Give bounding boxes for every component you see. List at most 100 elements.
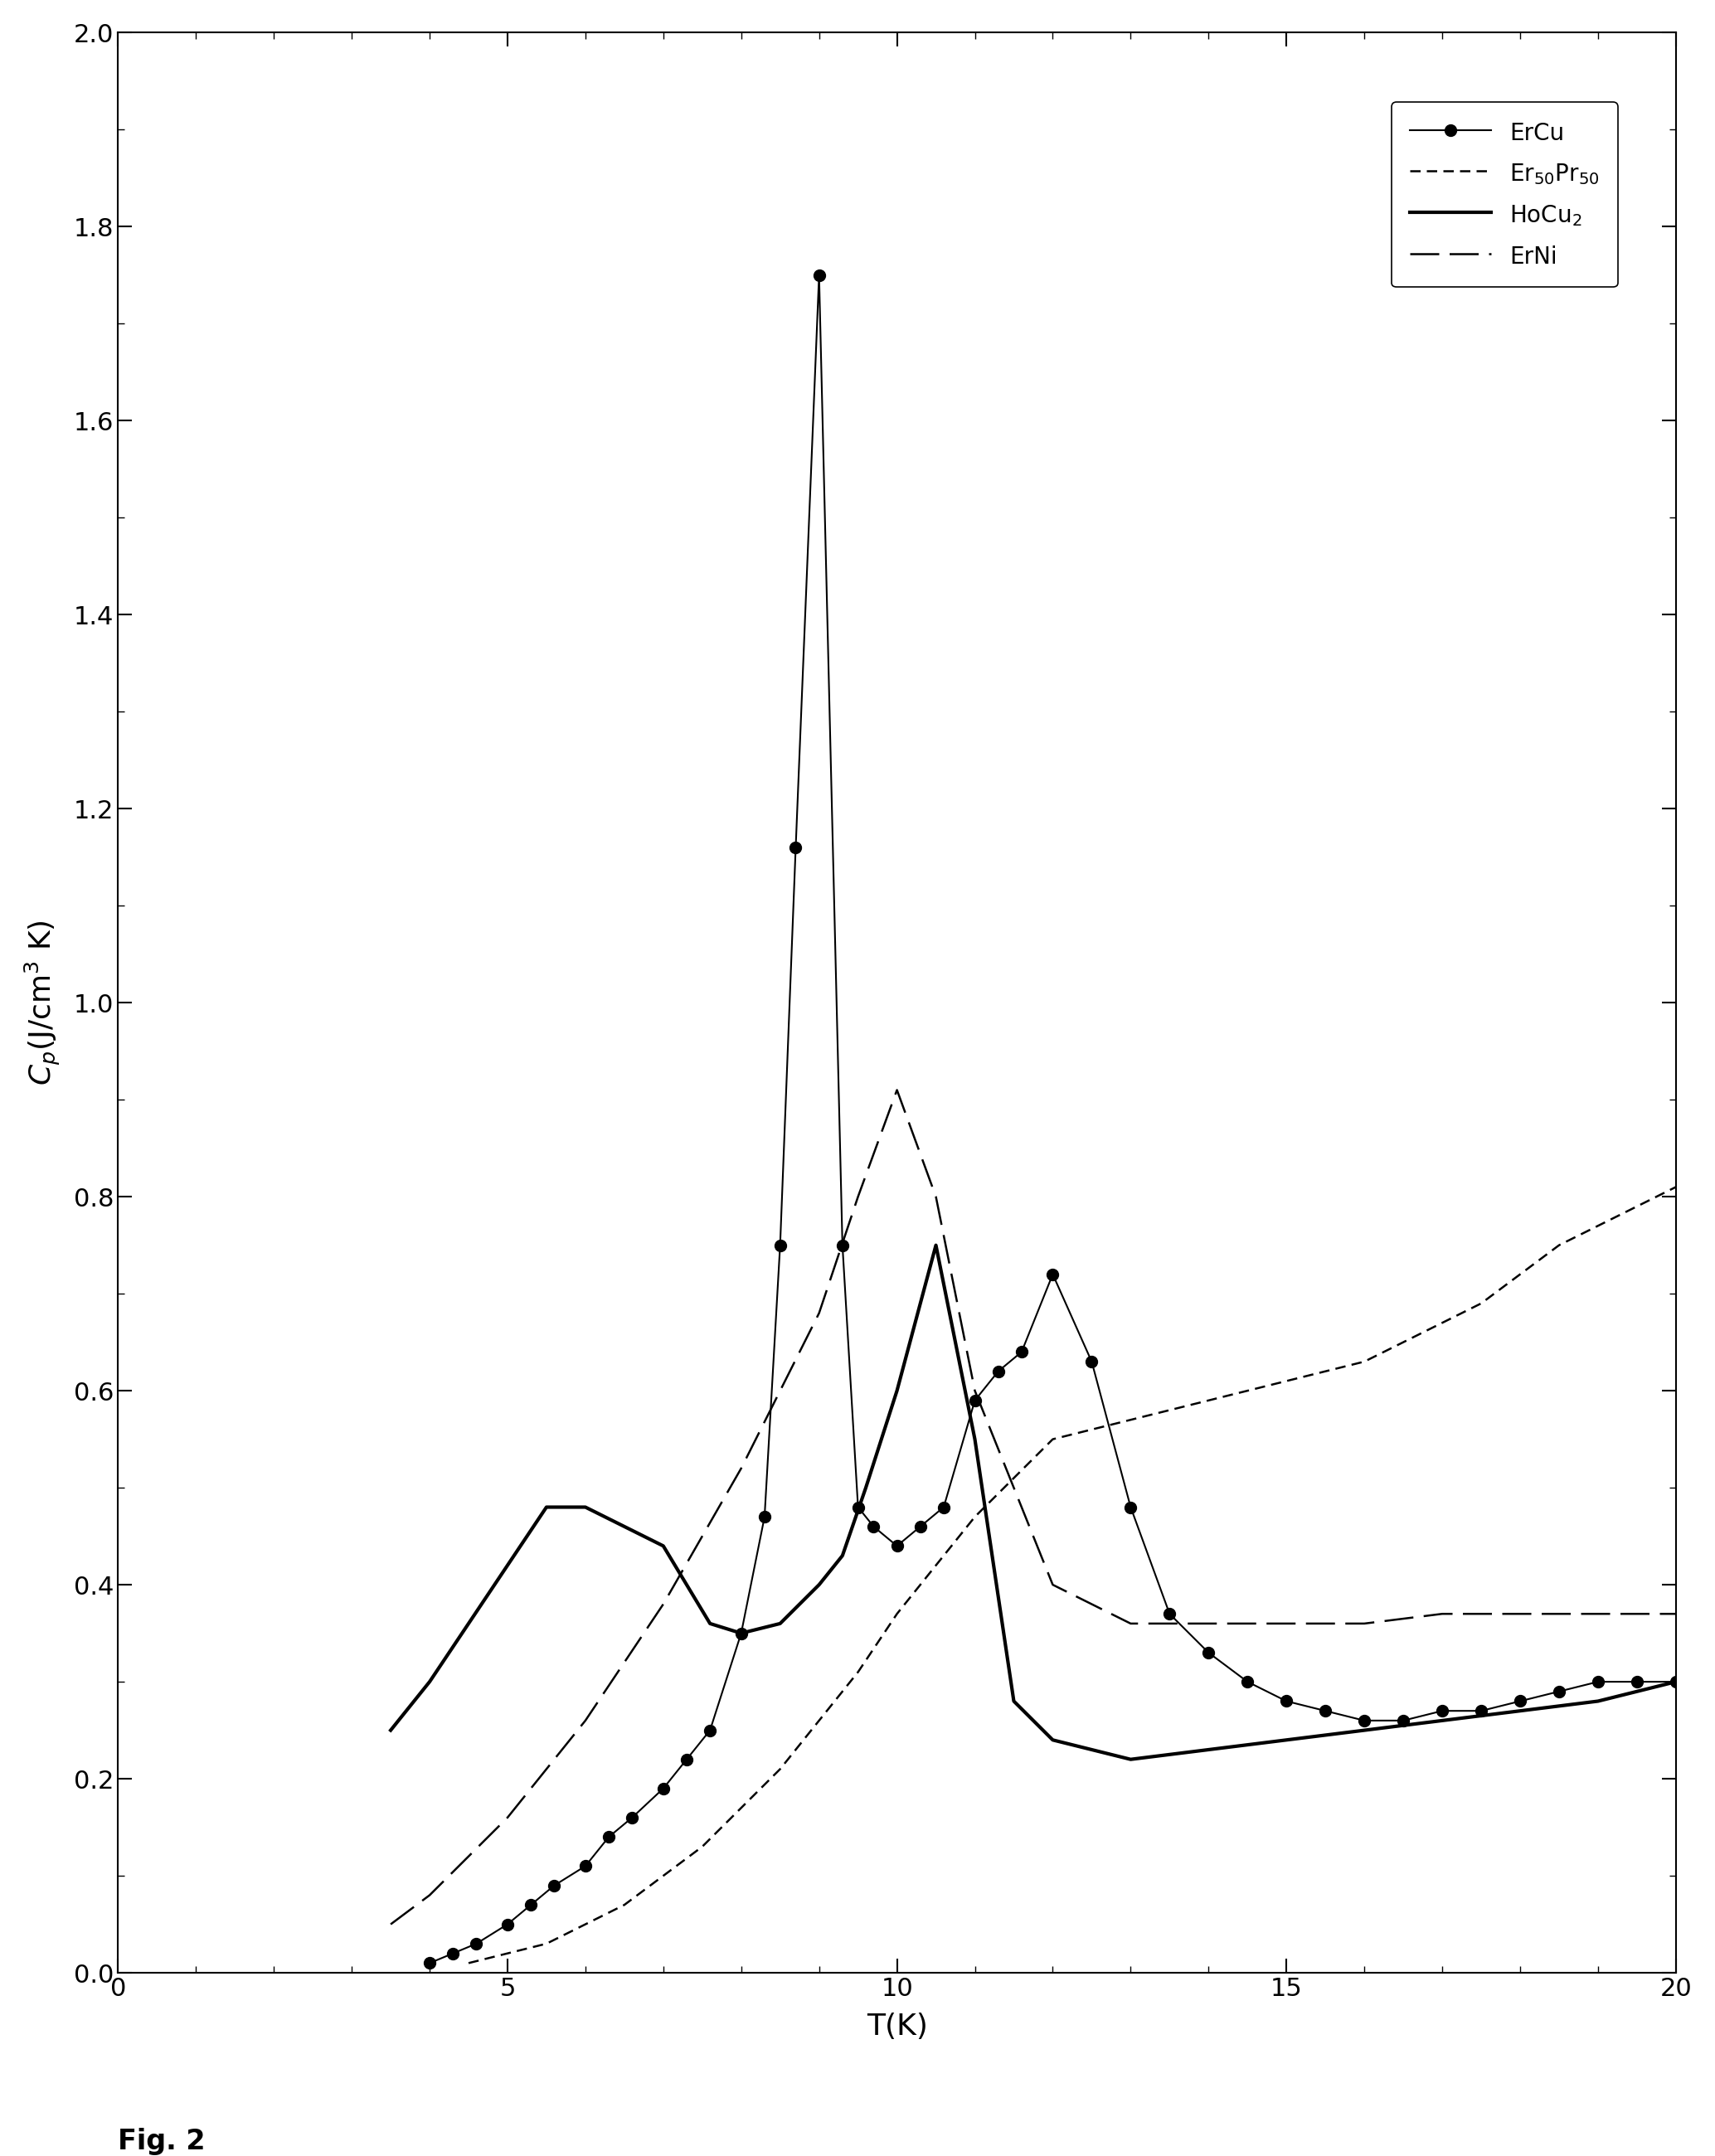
ErCu — [497, 1912, 518, 1938]
HoCu$_2$ — [653, 1533, 674, 1559]
HoCu$_2$ — [458, 1611, 478, 1636]
HoCu$_2$ — [887, 1378, 907, 1404]
Er$_{50}$Pr$_{50}$ — [809, 1708, 830, 1733]
ErCu — [1665, 1669, 1686, 1695]
Er$_{50}$Pr$_{50}$ — [575, 1912, 595, 1938]
HoCu$_2$ — [676, 1572, 696, 1598]
Er$_{50}$Pr$_{50}$ — [1043, 1427, 1063, 1453]
ErCu — [988, 1358, 1008, 1384]
Line: HoCu$_2$: HoCu$_2$ — [391, 1246, 1676, 1759]
ErCu — [1159, 1602, 1180, 1628]
Er$_{50}$Pr$_{50}$ — [1665, 1175, 1686, 1201]
ErNi — [653, 1591, 674, 1617]
Text: Fig. 2: Fig. 2 — [118, 2128, 206, 2156]
HoCu$_2$ — [832, 1544, 852, 1570]
Er$_{50}$Pr$_{50}$ — [537, 1932, 557, 1958]
HoCu$_2$ — [856, 1475, 876, 1501]
ErNi — [497, 1805, 518, 1830]
ErCu — [623, 1805, 643, 1830]
Er$_{50}$Pr$_{50}$ — [1237, 1378, 1257, 1404]
HoCu$_2$ — [809, 1572, 830, 1598]
Er$_{50}$Pr$_{50}$ — [1471, 1291, 1492, 1317]
ErCu — [521, 1893, 542, 1919]
ErCu — [466, 1932, 487, 1958]
Er$_{50}$Pr$_{50}$ — [1432, 1311, 1453, 1337]
ErCu — [964, 1388, 984, 1414]
HoCu$_2$ — [964, 1427, 984, 1453]
HoCu$_2$ — [1043, 1727, 1063, 1753]
ErCu — [809, 263, 830, 289]
Er$_{50}$Pr$_{50}$ — [614, 1893, 635, 1919]
ErCu — [1082, 1350, 1103, 1376]
ErNi — [847, 1184, 868, 1210]
ErCu — [575, 1854, 595, 1880]
ErNi — [418, 1882, 439, 1908]
Er$_{50}$Pr$_{50}$ — [770, 1757, 791, 1783]
Er$_{50}$Pr$_{50}$ — [1120, 1408, 1140, 1434]
HoCu$_2$ — [1355, 1718, 1375, 1744]
Er$_{50}$Pr$_{50}$ — [497, 1940, 518, 1966]
ErCu — [863, 1514, 883, 1539]
ErNi — [1665, 1602, 1686, 1628]
HoCu$_2$ — [537, 1494, 557, 1520]
ErCu — [832, 1233, 852, 1259]
ErCu — [1012, 1339, 1032, 1365]
Er$_{50}$Pr$_{50}$ — [731, 1796, 751, 1822]
HoCu$_2$ — [1588, 1688, 1609, 1714]
ErCu — [755, 1505, 775, 1531]
Er$_{50}$Pr$_{50}$ — [1003, 1466, 1024, 1492]
ErNi — [1199, 1611, 1219, 1636]
HoCu$_2$ — [731, 1621, 751, 1647]
HoCu$_2$ — [381, 1718, 401, 1744]
ErNi — [1588, 1602, 1609, 1628]
ErCu — [731, 1621, 751, 1647]
Er$_{50}$Pr$_{50}$ — [1159, 1397, 1180, 1423]
ErCu — [1471, 1699, 1492, 1725]
ErCu — [1237, 1669, 1257, 1695]
Er$_{50}$Pr$_{50}$ — [1549, 1233, 1569, 1259]
Er$_{50}$Pr$_{50}$ — [1276, 1369, 1297, 1395]
Er$_{50}$Pr$_{50}$ — [691, 1835, 712, 1861]
ErNi — [575, 1708, 595, 1733]
Er$_{50}$Pr$_{50}$ — [458, 1951, 478, 1977]
ErNi — [1509, 1602, 1530, 1628]
ErCu — [653, 1777, 674, 1802]
Er$_{50}$Pr$_{50}$ — [887, 1602, 907, 1628]
ErCu — [544, 1874, 564, 1899]
X-axis label: T(K): T(K) — [866, 2012, 928, 2040]
ErNi — [1355, 1611, 1375, 1636]
Er$_{50}$Pr$_{50}$ — [1393, 1330, 1413, 1356]
Er$_{50}$Pr$_{50}$ — [1355, 1350, 1375, 1376]
Legend: ErCu, Er$_{50}$Pr$_{50}$, HoCu$_2$, ErNi: ErCu, Er$_{50}$Pr$_{50}$, HoCu$_2$, ErNi — [1393, 101, 1617, 287]
ErCu — [1199, 1641, 1219, 1667]
Line: ErNi: ErNi — [391, 1091, 1676, 1925]
ErNi — [964, 1378, 984, 1404]
HoCu$_2$ — [1199, 1738, 1219, 1764]
HoCu$_2$ — [926, 1233, 947, 1259]
Line: ErCu: ErCu — [424, 270, 1682, 1968]
Er$_{50}$Pr$_{50}$ — [1588, 1214, 1609, 1240]
Er$_{50}$Pr$_{50}$ — [1315, 1358, 1336, 1384]
Er$_{50}$Pr$_{50}$ — [1626, 1194, 1646, 1220]
HoCu$_2$ — [497, 1552, 518, 1578]
ErCu — [418, 1951, 439, 1977]
ErCu — [1509, 1688, 1530, 1714]
HoCu$_2$ — [1120, 1746, 1140, 1772]
Line: Er$_{50}$Pr$_{50}$: Er$_{50}$Pr$_{50}$ — [468, 1188, 1676, 1964]
HoCu$_2$ — [1665, 1669, 1686, 1695]
ErCu — [1626, 1669, 1646, 1695]
ErCu — [1355, 1708, 1375, 1733]
ErCu — [911, 1514, 931, 1539]
HoCu$_2$ — [1003, 1688, 1024, 1714]
HoCu$_2$ — [1509, 1699, 1530, 1725]
HoCu$_2$ — [418, 1669, 439, 1695]
ErCu — [1432, 1699, 1453, 1725]
ErCu — [700, 1718, 720, 1744]
ErNi — [1043, 1572, 1063, 1598]
ErCu — [1549, 1680, 1569, 1705]
HoCu$_2$ — [1432, 1708, 1453, 1733]
HoCu$_2$ — [770, 1611, 791, 1636]
HoCu$_2$ — [1276, 1727, 1297, 1753]
ErNi — [381, 1912, 401, 1938]
ErCu — [887, 1533, 907, 1559]
